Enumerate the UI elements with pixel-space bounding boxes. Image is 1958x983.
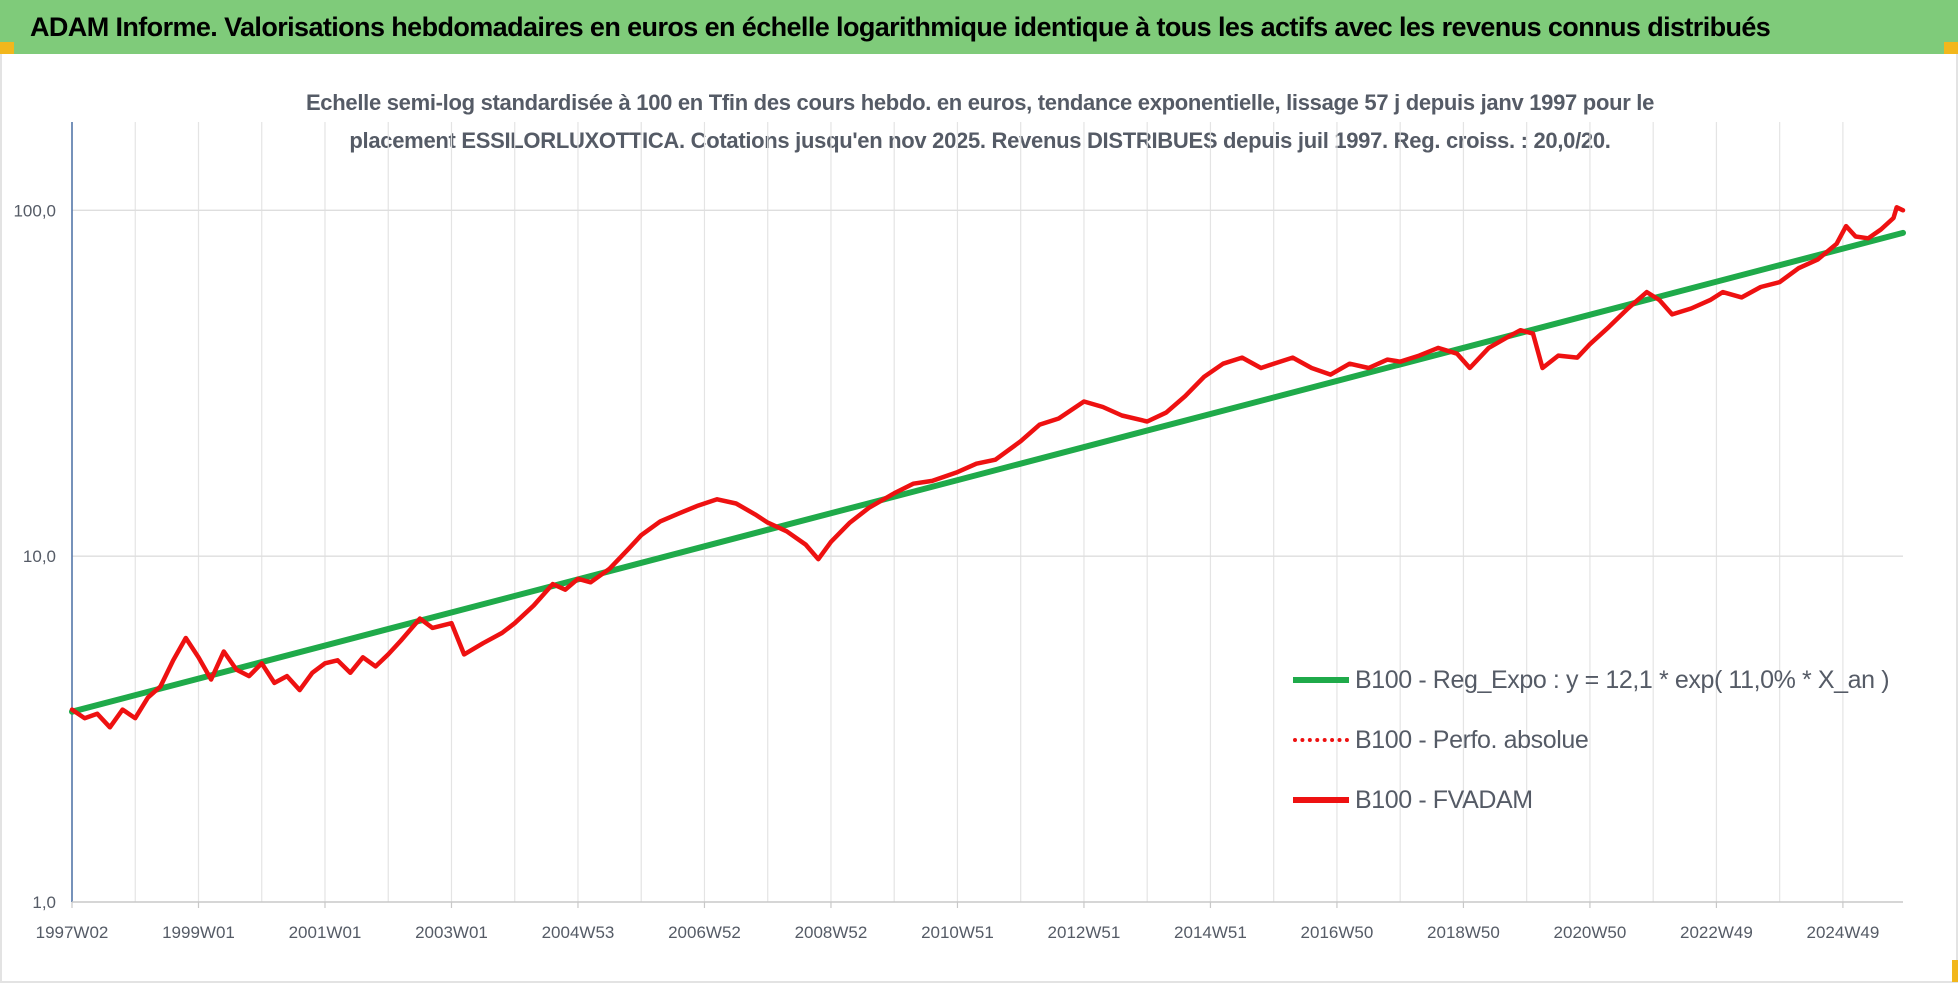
corner-marker — [1952, 960, 1958, 982]
chart-frame — [0, 54, 1958, 983]
y-tick-label: 1,0 — [32, 893, 56, 912]
legend-label-trend: B100 - Reg_Expo : y = 12,1 * exp( 11,0% … — [1355, 665, 1890, 694]
legend-label-perfo: B100 - Perfo. absolue — [1355, 725, 1589, 754]
x-tick-label: 2020W50 — [1554, 923, 1627, 942]
legend-item-perfo: B100 - Perfo. absolue — [1293, 710, 1933, 770]
legend-item-trend: B100 - Reg_Expo : y = 12,1 * exp( 11,0% … — [1293, 650, 1933, 710]
x-tick-label: 2022W49 — [1680, 923, 1753, 942]
y-tick-label: 100,0 — [13, 201, 56, 220]
legend-swatch-fvadam — [1293, 797, 1349, 803]
chart-legend: B100 - Reg_Expo : y = 12,1 * exp( 11,0% … — [1293, 650, 1933, 830]
chart-title-line-1: Echelle semi-log standardisée à 100 en T… — [305, 90, 1655, 115]
legend-label-fvadam: B100 - FVADAM — [1355, 785, 1533, 814]
legend-swatch-perfo — [1293, 738, 1349, 742]
x-tick-label: 1997W02 — [36, 923, 109, 942]
x-tick-label: 2024W49 — [1807, 923, 1880, 942]
x-tick-label: 2008W52 — [795, 923, 868, 942]
x-tick-label: 2003W01 — [415, 923, 488, 942]
x-tick-label: 2014W51 — [1174, 923, 1247, 942]
page-banner-title: ADAM Informe. Valorisations hebdomadaire… — [0, 0, 1958, 54]
x-tick-label: 2018W50 — [1427, 923, 1500, 942]
x-tick-label: 2016W50 — [1301, 923, 1374, 942]
x-tick-label: 2006W52 — [668, 923, 741, 942]
x-tick-label: 2001W01 — [289, 923, 362, 942]
legend-swatch-trend — [1293, 677, 1349, 683]
x-tick-label: 2012W51 — [1048, 923, 1121, 942]
corner-marker — [0, 42, 14, 54]
x-tick-label: 2004W53 — [542, 923, 615, 942]
legend-item-fvadam: B100 - FVADAM — [1293, 770, 1933, 830]
fvadam-series — [69, 205, 1906, 730]
y-tick-label: 10,0 — [23, 547, 56, 566]
trend-line-series — [69, 229, 1906, 715]
x-tick-label: 2010W51 — [921, 923, 994, 942]
corner-marker — [1944, 42, 1958, 54]
x-tick-label: 1999W01 — [162, 923, 235, 942]
